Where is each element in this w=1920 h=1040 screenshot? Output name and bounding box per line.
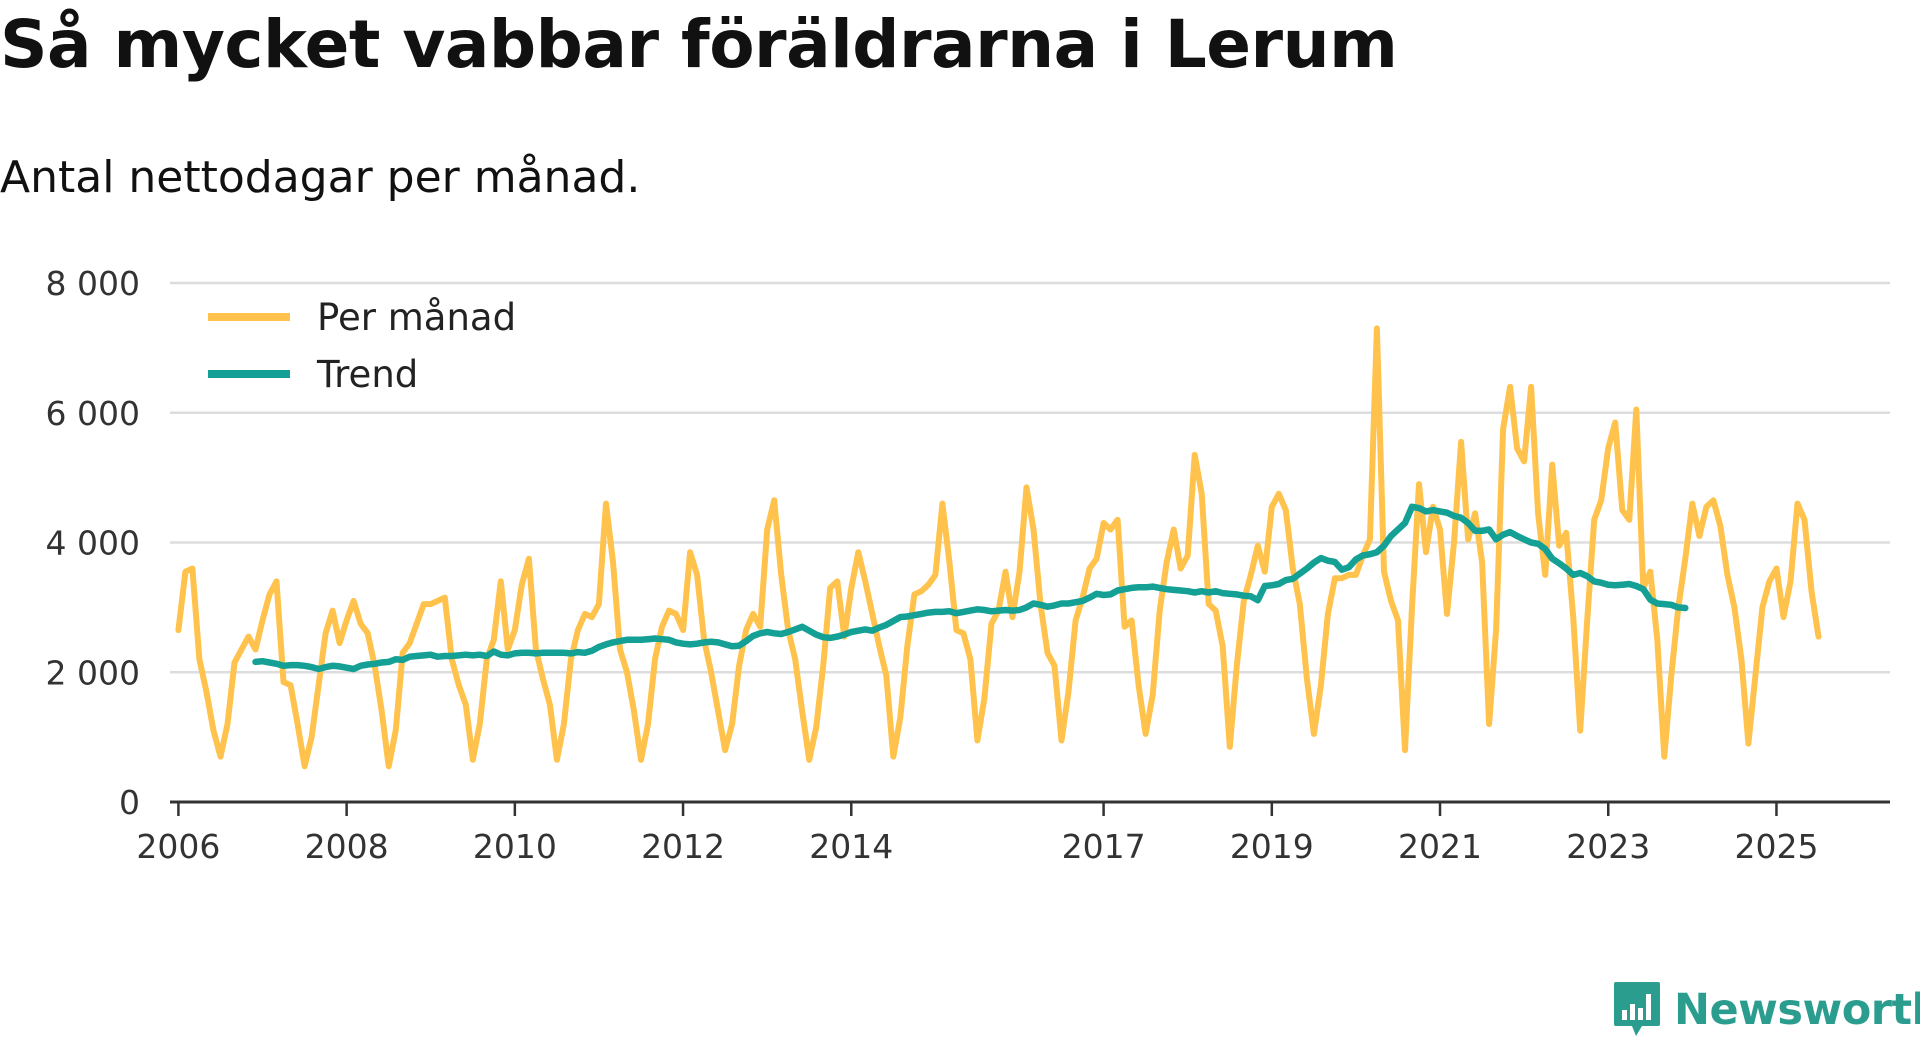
series [175,325,1822,770]
newsworthy-logo: Newsworthy [1612,980,1920,1040]
series-line-per-month [175,325,1822,770]
legend-label: Trend [316,353,418,396]
y-tick-label: 0 [119,783,140,822]
chart-subtitle: Antal nettodagar per månad. [0,152,641,203]
x-tick-label: 2025 [1734,827,1818,866]
legend: Per månad Trend [208,296,516,396]
x-tick-label: 2019 [1230,827,1314,866]
y-tick-label: 8 000 [46,264,140,303]
y-tick-label: 6 000 [46,394,140,433]
axes: 0 2 000 4 000 6 000 8 000 2006 2008 2010 2012 201… [46,264,1890,866]
y-tick-label: 2 000 [46,653,140,692]
x-tick-label: 2006 [136,827,220,866]
x-tick-label: 2023 [1566,827,1650,866]
x-tick-label: 2008 [305,827,389,866]
legend-label: Per månad [317,296,516,339]
legend-item-per-month: Per månad [208,296,516,339]
newsworthy-logo-text: Newsworthy [1674,985,1920,1035]
series-line-trend [252,503,1689,673]
x-tick-label: 2021 [1398,827,1482,866]
y-tick-label: 4 000 [46,524,140,563]
newsworthy-logo-icon [1614,982,1660,1036]
x-tick-label: 2010 [473,827,557,866]
x-tick-label: 2012 [641,827,725,866]
x-tick-label: 2014 [809,827,893,866]
chart-title: Så mycket vabbar föräldrarna i Lerum [0,6,1398,83]
legend-item-trend: Trend [208,353,418,396]
x-tick-label: 2017 [1062,827,1146,866]
